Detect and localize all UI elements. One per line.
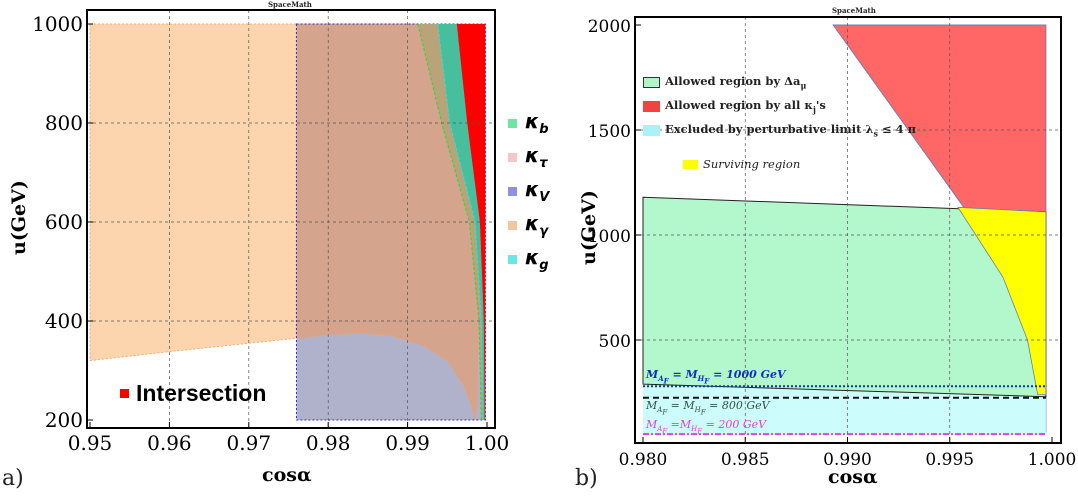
y-tick-label: 200 (45, 408, 83, 432)
legend-symbol: κ (525, 211, 540, 235)
x-tick-label: 0.995 (925, 450, 974, 470)
legend-swatch (643, 124, 660, 136)
legend-text: Allowed region by all κ (665, 97, 813, 112)
legend-symbol: κ (525, 109, 540, 133)
x-tick-label: 1.00 (465, 431, 510, 455)
legend-sub: γ (539, 224, 549, 239)
x-tick-label: 0.96 (147, 431, 192, 455)
x-tick-label: 1.000 (1028, 450, 1077, 470)
legend-item-delta-a-mu: Allowed region by Δaμ (643, 70, 916, 94)
legend-swatch (508, 220, 517, 230)
legend-sub: V (539, 190, 550, 205)
legend-item-kappa-b: κb (508, 106, 549, 140)
mass-line-label-800: MAF = MHF = 800 GeV (646, 399, 770, 417)
legend-text: Excluded by perturbative limit λ (665, 121, 874, 136)
legend-sub: s (873, 128, 878, 139)
y-tick-label: 500 (599, 332, 631, 352)
chart-a-legend: κb κτ κV κγ κg (508, 106, 549, 276)
x-tick-label: 0.95 (68, 431, 113, 455)
y-tick-label: 800 (45, 111, 83, 135)
chart-b-legend: Allowed region by Δaμ Allowed region by … (643, 70, 916, 176)
legend-swatch (508, 152, 517, 162)
intersection-swatch (120, 389, 129, 398)
x-tick-label: 0.985 (721, 450, 770, 470)
mass-line-label-1000: MAF = MHF = 1000 GeV (646, 368, 786, 386)
chart-b-ylabel: u(GeV) (578, 190, 600, 265)
legend-swatch (643, 76, 660, 88)
legend-swatch (508, 254, 517, 264)
chart-b-panel-label: b) (575, 466, 598, 491)
legend-sub: j (812, 104, 816, 115)
legend-item-kappa-v: κV (508, 174, 549, 208)
chart-b-regions (642, 24, 1047, 436)
legend-suffix: ≤ 4 π (877, 121, 917, 136)
chart-b-title: SpaceMath (832, 6, 876, 15)
plot-frame (86, 9, 496, 429)
chart-b-xlabel: cosα (828, 466, 878, 488)
legend-swatch (508, 186, 517, 196)
legend-swatch (643, 100, 660, 112)
x-tick-label: 0.990 (823, 450, 872, 470)
surviving-region (957, 206, 1047, 396)
perturbative-excluded-region (643, 384, 1046, 435)
y-tick-label: 2000 (588, 17, 631, 37)
legend-item-kappa-g: κg (508, 242, 549, 276)
legend-sub: μ (800, 80, 807, 91)
legend-sub: g (539, 258, 549, 273)
y-tick-label: 1000 (32, 12, 83, 36)
intersection-legend: Intersection (120, 380, 266, 407)
mass-line-label-200: MAF =MHF = 200 GeV (646, 418, 767, 436)
legend-text: Surviving region (703, 157, 801, 171)
legend-text: Allowed region by Δa (665, 73, 801, 88)
y-tick-label: 1000 (588, 227, 631, 247)
chart-a-xlabel: cosα (262, 464, 312, 486)
y-tick-label: 1500 (588, 122, 631, 142)
kappa-g-boundary (437, 23, 484, 421)
legend-item-kappa-tau: κτ (508, 140, 549, 174)
chart-a-ylabel: u(GeV) (8, 180, 30, 255)
delta-a-mu-region (642, 196, 1047, 398)
legend-item-surviving: Surviving region (683, 152, 916, 176)
chart-a-title: SpaceMath (268, 0, 312, 9)
legend-item-kappa-gamma: κγ (508, 208, 549, 242)
legend-sub: τ (539, 156, 548, 171)
y-tick-label: 600 (45, 210, 83, 234)
legend-swatch (508, 118, 517, 128)
x-tick-label: 0.99 (385, 431, 430, 455)
legend-item-all-kappa: Allowed region by all κj's (643, 94, 916, 118)
plot-frame (634, 16, 1062, 444)
intersection-label: Intersection (136, 380, 267, 406)
kappa-b-boundary (417, 23, 482, 421)
legend-symbol: κ (525, 177, 540, 201)
y-tick-label: 400 (45, 309, 83, 333)
legend-symbol: κ (525, 143, 540, 167)
legend-sub: b (539, 122, 549, 137)
kappa-b-band (417, 24, 483, 420)
legend-suffix: 's (815, 97, 826, 112)
x-tick-label: 0.97 (227, 431, 272, 455)
x-tick-label: 0.98 (306, 431, 351, 455)
legend-item-perturbative: Excluded by perturbative limit λs ≤ 4 π (643, 118, 916, 142)
chart-a-panel-label: a) (2, 466, 24, 491)
legend-symbol: κ (525, 245, 540, 269)
legend-swatch (683, 159, 698, 169)
x-tick-label: 0.980 (619, 450, 668, 470)
